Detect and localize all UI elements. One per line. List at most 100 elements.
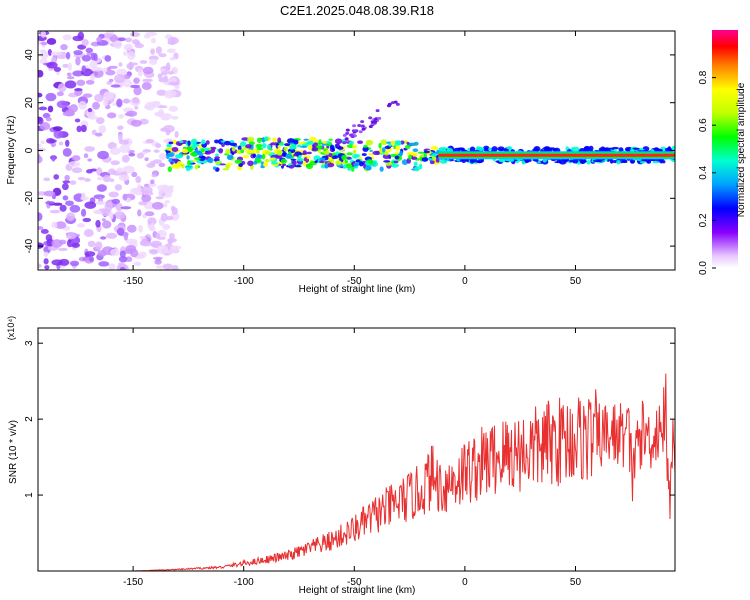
spectrogram-y-tick-label: 40 — [24, 49, 35, 61]
noise-speckle — [40, 228, 49, 234]
noise-speckle — [121, 154, 130, 163]
noise-speckle — [67, 62, 73, 71]
echo-speckle — [313, 139, 319, 143]
noise-speckle — [119, 267, 126, 270]
echo-speckle — [238, 163, 243, 168]
echo-speckle — [218, 148, 224, 154]
noise-speckle — [103, 91, 115, 101]
echo-speckle — [320, 164, 326, 169]
echo-speckle — [262, 153, 266, 160]
echo-speckle — [383, 160, 391, 163]
noise-speckle — [57, 83, 67, 92]
echo-speckle — [303, 138, 309, 141]
snr-y-label: SNR (10 * v/v) — [8, 420, 19, 484]
echo-speckle — [351, 166, 355, 172]
noise-speckle — [142, 66, 154, 75]
noise-speckle — [62, 63, 69, 68]
snr-x-tick-label: 50 — [570, 577, 582, 588]
noise-speckle — [122, 98, 131, 104]
noise-speckle — [158, 53, 167, 58]
noise-speckle — [142, 78, 153, 83]
noise-speckle — [62, 34, 72, 41]
noise-speckle — [50, 51, 63, 56]
echo-speckle — [572, 158, 579, 164]
echo-speckle — [411, 152, 418, 155]
echo-speckle — [417, 151, 425, 154]
echo-speckle — [435, 158, 440, 163]
noise-speckle — [69, 204, 81, 213]
noise-speckle — [51, 155, 56, 162]
noise-speckle — [116, 167, 123, 174]
snr-y-tick-label: 3 — [24, 340, 35, 346]
noise-speckle — [138, 201, 147, 206]
noise-speckle — [54, 221, 67, 229]
noise-speckle — [73, 50, 83, 56]
echo-speckle — [357, 140, 364, 145]
echo-speckle — [300, 145, 308, 148]
tail-speckle — [354, 129, 359, 133]
echo-speckle — [358, 161, 364, 167]
echo-speckle — [421, 157, 429, 162]
tail-speckle — [368, 125, 373, 129]
noise-speckle — [157, 73, 163, 79]
echo-speckle — [165, 150, 171, 154]
echo-speckle — [363, 144, 368, 148]
noise-speckle — [51, 239, 63, 248]
echo-speckle — [168, 152, 175, 158]
echo-speckle — [408, 154, 412, 161]
noise-speckle — [167, 238, 173, 245]
noise-speckle — [162, 263, 173, 270]
echo-speckle — [214, 160, 222, 165]
echo-speckle — [336, 142, 340, 148]
noise-speckle — [53, 130, 64, 139]
noise-speckle — [161, 186, 170, 193]
tail-speckle — [344, 137, 349, 141]
echo-speckle — [319, 160, 325, 164]
echo-speckle — [406, 151, 415, 156]
noise-speckle — [38, 212, 43, 222]
noise-speckle — [116, 98, 123, 108]
echo-speckle — [364, 161, 369, 165]
spectrogram-x-axis: -150 -100 -50 0 50 — [123, 31, 581, 287]
echo-speckle — [272, 137, 277, 143]
echo-speckle — [579, 160, 586, 164]
noise-speckle — [142, 148, 152, 153]
noise-speckle — [83, 153, 89, 159]
echo-speckle — [335, 160, 342, 166]
noise-speckle — [52, 202, 63, 206]
noise-speckle — [158, 188, 163, 197]
tail-speckle — [361, 127, 366, 131]
echo-speckle — [226, 154, 234, 160]
noise-speckle — [114, 74, 126, 84]
noise-speckle — [150, 102, 162, 108]
echo-speckle — [247, 160, 254, 167]
echo-speckle — [382, 153, 390, 160]
echo-speckle — [346, 144, 355, 149]
snr-x-tick-label: 0 — [462, 577, 468, 588]
echo-speckle — [306, 151, 312, 155]
noise-speckle — [139, 235, 146, 240]
echo-speckle — [352, 149, 357, 155]
echo-speckle — [383, 151, 389, 156]
noise-speckle — [149, 249, 159, 255]
noise-speckle — [40, 140, 45, 145]
echo-speckle — [632, 147, 640, 150]
echo-speckle — [189, 152, 198, 156]
noise-speckle — [141, 194, 152, 203]
page-title: C2E1.2025.048.08.39.R18 — [280, 3, 434, 18]
noise-speckle — [160, 212, 168, 222]
noise-speckle — [84, 201, 97, 209]
echo-speckle — [306, 155, 311, 160]
noise-speckle — [137, 183, 142, 193]
echo-speckle — [586, 160, 591, 165]
echo-speckle — [225, 148, 231, 155]
echo-speckle — [201, 148, 205, 153]
noise-speckle — [108, 191, 119, 198]
noise-speckle — [96, 184, 107, 192]
noise-speckle — [51, 259, 63, 266]
echo-speckle — [328, 138, 333, 141]
noise-speckle — [69, 104, 78, 113]
echo-speckle — [344, 159, 348, 164]
echo-speckle — [423, 152, 427, 158]
snr-line — [38, 373, 675, 571]
